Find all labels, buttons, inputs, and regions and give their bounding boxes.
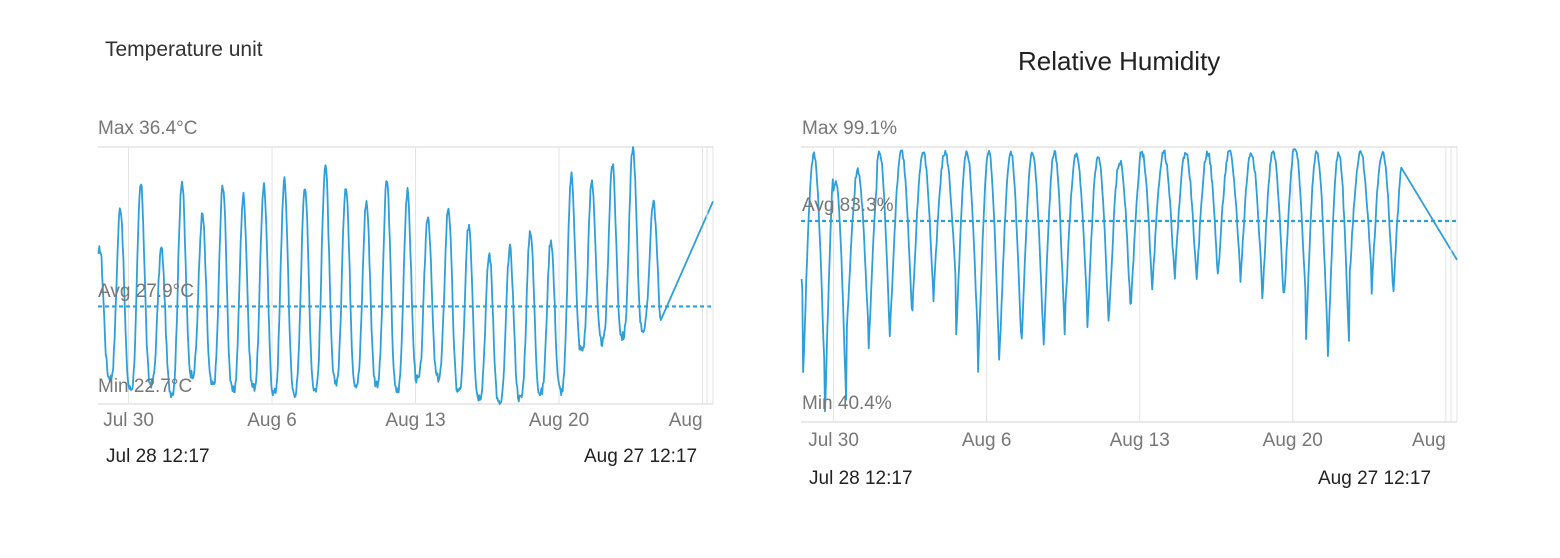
chart-grid [98,146,714,405]
min-label: Min 40.4% [802,393,892,414]
series-line [97,146,714,405]
temperature-range-end: Aug 27 12:17 [584,446,698,467]
x-tick-label: Jul 30 [103,410,154,431]
humidity-range-start: Jul 28 12:17 [809,468,913,489]
max-label: Max 99.1% [802,118,897,139]
series-line [800,148,1458,413]
x-tick-label: Jul 30 [808,430,859,451]
x-tick-label: Aug 6 [247,410,297,431]
humidity-chart-title: Relative Humidity [1018,46,1221,76]
x-tick-label: Aug 13 [385,410,445,431]
max-label: Max 36.4°C [98,118,197,139]
temperature-chart-title: Temperature unit [105,38,263,61]
avg-label: Avg 83.3% [802,195,894,216]
chart-grid [801,146,1458,423]
x-tick-label: Aug [1412,430,1446,451]
x-tick-label: Aug 6 [962,430,1012,451]
x-tick-label: Aug 13 [1110,430,1170,451]
x-tick-label: Aug 20 [529,410,589,431]
min-label: Min 22.7°C [98,376,192,397]
humidity-range-end: Aug 27 12:17 [1318,468,1432,489]
temperature-range-start: Jul 28 12:17 [106,446,210,467]
x-tick-label: Aug 20 [1263,430,1323,451]
avg-label: Avg 27.9°C [98,281,194,302]
x-tick-label: Aug [669,410,703,431]
